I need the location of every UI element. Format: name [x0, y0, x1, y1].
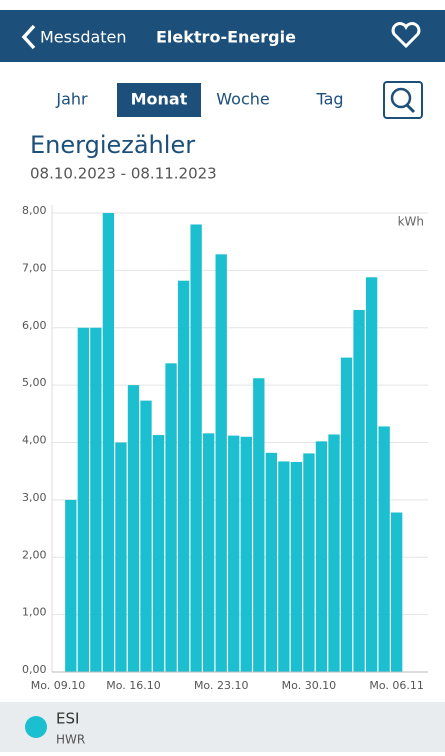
bar [90, 327, 102, 672]
bar [115, 442, 127, 672]
y-tick-label: 4,00 [22, 434, 47, 447]
bar [378, 426, 390, 672]
chart-subtitle: 08.10.2023 - 08.11.2023 [30, 165, 217, 183]
x-tick-label: Mo. 30.10 [282, 679, 337, 692]
y-tick-label: 2,00 [22, 548, 47, 561]
y-tick-label: 7,00 [22, 261, 47, 274]
plot: 0,00 1,00 2,00 3,00 4,00 5,00 6,00 7,00 8,00 ESI H… [22, 204, 428, 747]
bar [77, 327, 89, 672]
top-bar [0, 10, 445, 62]
search-icon [390, 87, 412, 109]
bar [127, 385, 140, 672]
back-icon[interactable] [21, 24, 36, 50]
legend-marker [25, 716, 47, 738]
bar [165, 363, 177, 672]
y-tick-label: 5,00 [22, 376, 47, 389]
bar [140, 400, 152, 672]
bar [303, 453, 315, 672]
tab[interactable]: Monat [131, 90, 188, 109]
bar [353, 309, 365, 672]
bar [65, 499, 77, 672]
tab[interactable]: Woche [216, 90, 269, 109]
legend-band [0, 702, 445, 752]
bar [240, 436, 252, 672]
x-tick-label: Mo. 06.11 [369, 679, 424, 692]
bar [102, 213, 115, 672]
chart-title: Energiezähler [30, 131, 195, 159]
x-tick-label: Mo. 09.10 [31, 679, 86, 692]
bar [203, 433, 215, 672]
bar [328, 434, 340, 672]
bar [152, 435, 165, 672]
unit-label: kWh [398, 215, 424, 229]
y-tick-label: 1,00 [22, 606, 47, 619]
bar [215, 254, 227, 672]
bar [228, 435, 240, 672]
bar [278, 461, 290, 672]
bar [340, 357, 353, 672]
tab[interactable]: Tag [315, 90, 343, 109]
search-icon-handle [405, 103, 416, 114]
bar [265, 452, 277, 672]
tabs: Jahr Monat Woche Tag [55, 83, 344, 117]
tab-selected[interactable] [117, 83, 201, 117]
y-tick-label: 6,00 [22, 319, 47, 332]
bar [290, 462, 303, 672]
search-button[interactable] [383, 81, 423, 119]
legend-subname: HWR [56, 733, 85, 747]
back-label[interactable]: Messdaten [40, 28, 127, 47]
y-tick-label: 8,00 [22, 204, 47, 217]
x-tick-label: Mo. 23.10 [194, 679, 249, 692]
bar [253, 378, 265, 672]
bar [177, 280, 190, 672]
tab[interactable]: Jahr [55, 90, 88, 109]
bar [391, 512, 403, 672]
y-tick-label: 3,00 [22, 491, 47, 504]
legend-name: ESI [56, 710, 79, 728]
screen-title: Elektro-Energie [156, 28, 296, 47]
bar [315, 441, 328, 672]
bar [190, 224, 202, 672]
bar [365, 277, 378, 672]
favorite-icon[interactable] [391, 22, 421, 49]
y-tick-label: 0,00 [22, 663, 47, 676]
x-tick-label: Mo. 16.10 [106, 679, 161, 692]
